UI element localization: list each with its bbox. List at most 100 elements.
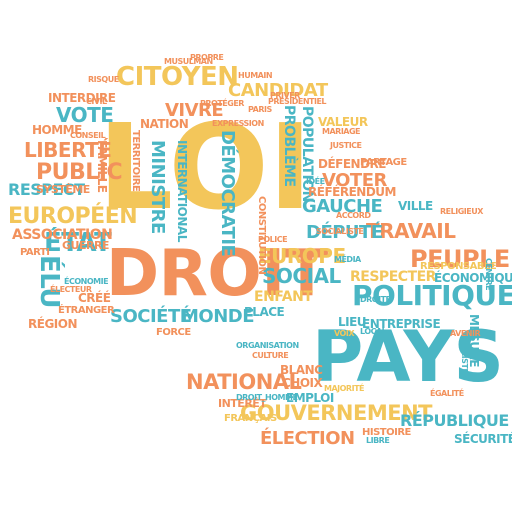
word-80: ÉGALITÉ [430, 389, 464, 398]
word-48: BLANC [280, 363, 323, 377]
word-85: POLICE [258, 235, 288, 244]
word-36: INTERDIRE [48, 91, 116, 105]
word-68: ACCORD [336, 211, 371, 220]
word-31: ENFANT [254, 289, 313, 305]
word-61: ÉTRANGER [58, 305, 115, 316]
word-5: CITOYEN [116, 62, 239, 92]
word-7: NATIONAL [186, 370, 302, 394]
word-63: MESURE [467, 314, 481, 367]
word-66: CONSTITUTION [256, 196, 267, 275]
word-23: VOTER [322, 170, 387, 191]
word-13: LIBERTÉ [24, 138, 112, 162]
word-51: LIEU [338, 315, 367, 329]
word-64: RESPONSABLE [420, 261, 497, 272]
word-17: SOCIAL [262, 264, 341, 288]
word-44: PLACE [244, 305, 285, 319]
word-90: HUMAIN [238, 71, 273, 80]
word-11: EUROPÉEN [8, 204, 138, 229]
word-38: SÉCURITÉ [454, 432, 512, 446]
word-62: FORCE [156, 327, 191, 338]
word-59: GUERRE [62, 239, 109, 252]
word-88: RELIGIEUX [440, 207, 483, 216]
word-1: LOI [98, 98, 312, 236]
word-73: ÉCONOMIE [64, 277, 109, 286]
word-39: VILLE [398, 199, 433, 213]
word-84: MÉDIA [334, 255, 361, 264]
word-87: ÉLECTEUR [50, 285, 92, 294]
word-94: MUSULMAN [164, 57, 213, 66]
word-69: SOCIALISTE [316, 227, 364, 236]
word-82: CENTRE [484, 258, 493, 291]
word-25: DÉMOCRATIE [217, 130, 238, 257]
word-28: ASSOCIATION [12, 227, 113, 243]
word-83: PRIVER [270, 91, 300, 100]
word-98: RISQUE [88, 75, 119, 84]
word-22: GAUCHE [302, 196, 383, 217]
word-72: LOCAL [360, 327, 387, 336]
word-33: PROBLÈME [281, 105, 297, 187]
word-2: DROIT [106, 237, 328, 311]
word-6: GOUVERNEMENT [240, 401, 432, 425]
word-34: POPULATION [299, 106, 315, 202]
word-70: PRÉSIDENTIEL [268, 97, 327, 106]
word-95: EXPRESSION [212, 119, 264, 128]
word-67: DROIT_HOMME [236, 393, 298, 402]
word-86: IDÉE [306, 177, 325, 186]
word-53: FRANÇAIS [224, 413, 277, 424]
word-60: PARTI [20, 247, 50, 258]
word-97: PARIS [248, 105, 272, 114]
word-8: PEUPLE [410, 245, 510, 273]
word-20: VIVRE [165, 100, 224, 121]
word-74: CONSEIL [70, 131, 106, 140]
word-76: LIBRE [366, 436, 390, 445]
word-41: ENTREPRISE [362, 317, 441, 331]
word-75: PROTÉGER [200, 99, 244, 108]
word-77: AVENIR [450, 329, 481, 338]
word-81: ORGANISATION [236, 341, 299, 350]
word-15: SOCIÉTÉ [110, 306, 192, 327]
word-26: MINISTRE [147, 140, 168, 234]
word-16: MONDE [181, 306, 255, 327]
word-99: EXISTER [460, 345, 469, 379]
word-29: ÉLU [34, 255, 64, 309]
word-91: CIVIL [86, 97, 107, 106]
word-10: TRAVAIL [366, 219, 456, 243]
word-54: NATION [140, 117, 189, 131]
word-19: VOTE [56, 103, 114, 127]
word-71: MAJORITÉ [324, 384, 365, 393]
word-93: PROPRE [190, 53, 224, 62]
word-21: CANDIDAT [228, 80, 328, 101]
word-37: HOMME [32, 123, 82, 137]
word-92: DROITE [360, 295, 391, 304]
word-57: FAMILLE [95, 140, 109, 193]
word-78: CULTURE [252, 351, 289, 360]
word-32: RESPECTER [350, 269, 436, 285]
word-42: RÉFÉRENDUM [308, 185, 396, 199]
word-35: VALEUR [318, 115, 368, 129]
word-52: HISTOIRE [362, 427, 411, 438]
word-4: POLITIQUE [352, 279, 512, 312]
word-18: EUROPE [258, 244, 346, 268]
word-3: PAYS [312, 316, 504, 398]
word-56: TERRITOIRE [130, 130, 141, 192]
word-27: RESPECT [8, 180, 85, 199]
word-96: JUSTICE [330, 141, 362, 150]
word-65: PARTAGE [360, 157, 407, 168]
word-12: PUBLIC [36, 160, 123, 185]
word-89: MARIAGE [322, 127, 361, 136]
word-47: INTÉRÊT [218, 397, 267, 410]
word-50: EMPLOI [286, 391, 334, 405]
word-79: VOIX [334, 329, 355, 338]
word-46: CRÉÉ [78, 291, 111, 305]
word-9: ÉTAT [44, 228, 112, 258]
word-24: DÉPUTÉ [306, 222, 383, 243]
word-45: RÉGION [28, 317, 78, 331]
word-30: RÉPUBLIQUE [400, 411, 509, 430]
word-55: INTERNATIONAL [175, 140, 189, 242]
word-58: SYSTÈME [36, 183, 90, 196]
word-49: CHOIX [282, 376, 323, 390]
word-43: DÉFENDRE [318, 157, 387, 171]
word-14: ÉLECTION [260, 428, 355, 449]
